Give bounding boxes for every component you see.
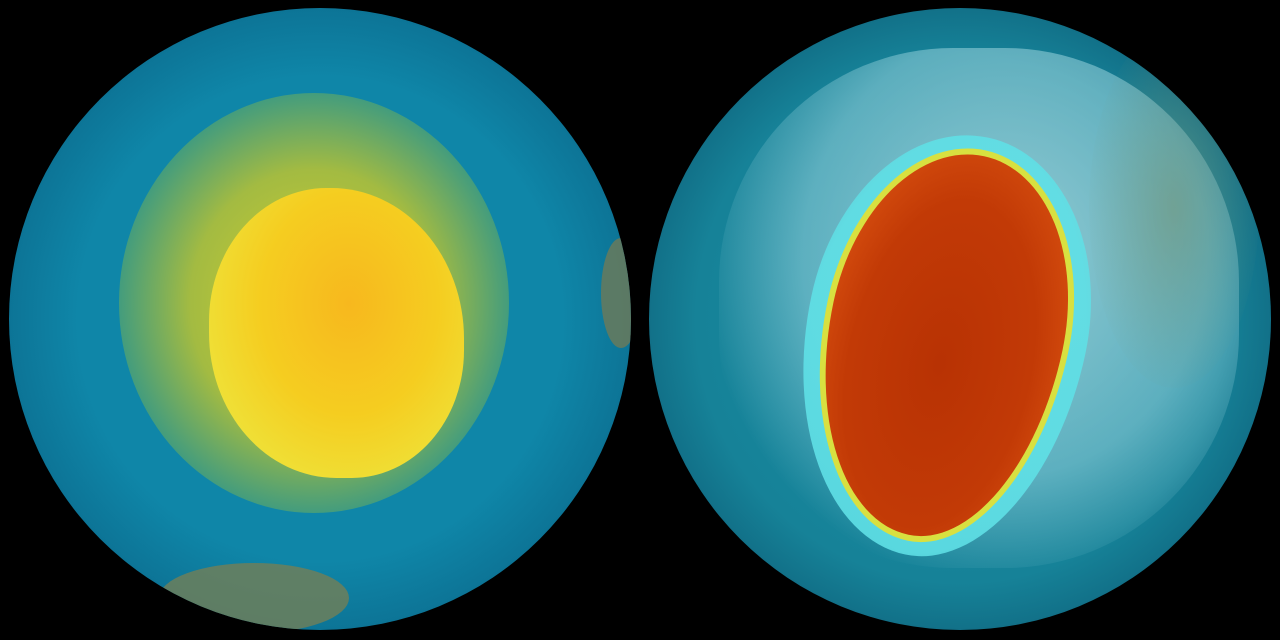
right-globe-shading <box>649 8 1271 630</box>
south-america-land <box>159 563 349 630</box>
left-globe-shading <box>9 8 631 630</box>
africa-land-edge <box>601 238 631 348</box>
right-globe <box>649 8 1271 630</box>
asia-land <box>1089 28 1259 388</box>
antarctica-region <box>209 188 464 478</box>
left-globe <box>9 8 631 630</box>
